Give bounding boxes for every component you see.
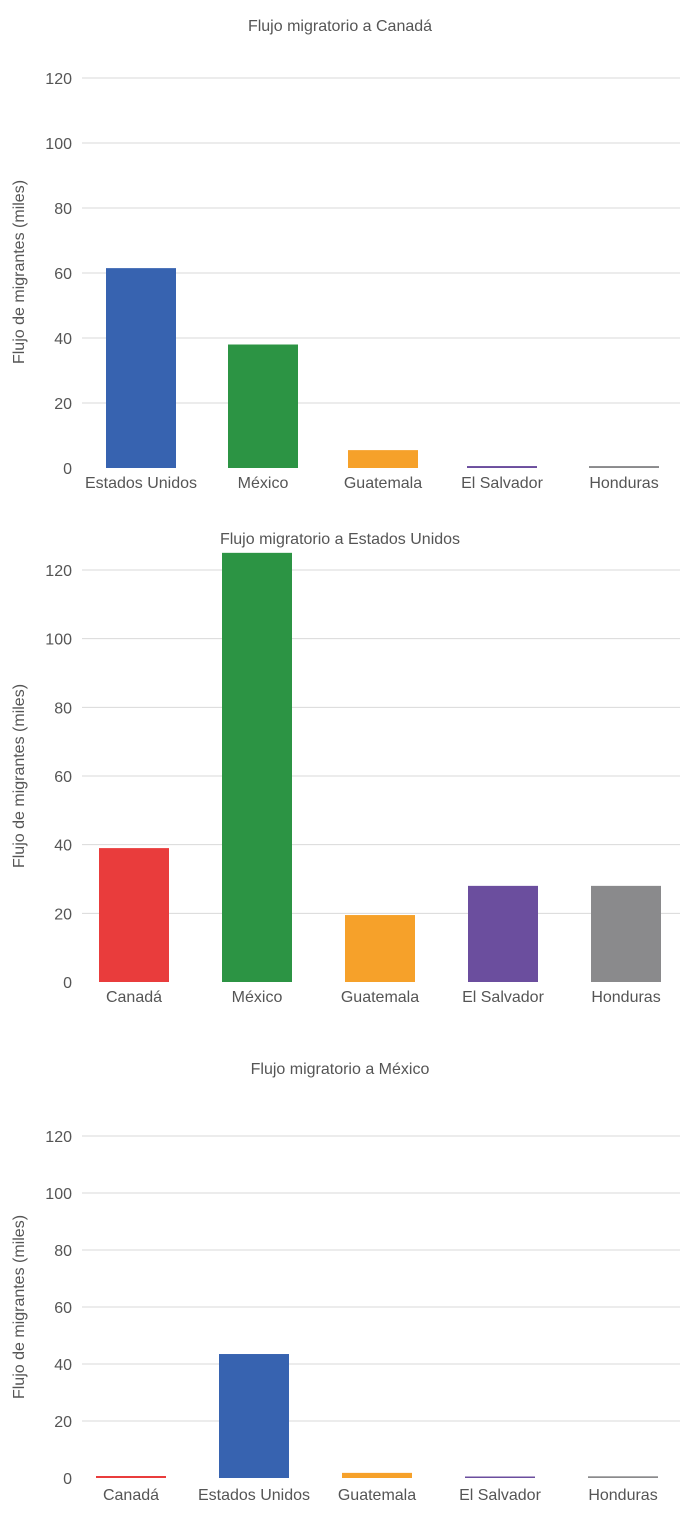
- bar: [468, 885, 538, 982]
- y-tick-label: 120: [45, 71, 72, 88]
- bar: [228, 344, 298, 468]
- chart-estados-unidos-svg: Flujo migratorio a Estados Unidos 0 20 40 60…: [11, 531, 680, 1006]
- y-tick-label: 0: [63, 975, 72, 992]
- y-axis-label: Flujo de migrantes (miles): [11, 1215, 28, 1399]
- y-tick-label: 80: [54, 201, 72, 218]
- x-tick-label: El Salvador: [462, 989, 544, 1006]
- chart-estados-unidos: Flujo migratorio a Estados Unidos 0 20 40 60…: [0, 520, 680, 1020]
- y-tick-label: 80: [54, 1243, 72, 1260]
- x-tick-label: Honduras: [589, 475, 658, 492]
- y-tick-label: 60: [54, 266, 72, 283]
- x-tick-label: Guatemala: [341, 989, 419, 1006]
- y-tick-label: 0: [63, 461, 72, 478]
- x-tick-label: México: [238, 475, 289, 492]
- chart-canada: Flujo migratorio a Canadá 0 20 40 60 80 100 120…: [0, 0, 680, 510]
- bar: [99, 848, 169, 982]
- chart-mexico: Flujo migratorio a México 0 20 40 60 80 100 120…: [0, 1040, 680, 1536]
- chart-mexico-svg: Flujo migratorio a México 0 20 40 60 80 100 120…: [11, 1061, 680, 1504]
- y-tick-label: 0: [63, 1471, 72, 1488]
- bar: [467, 466, 537, 468]
- chart-title: Flujo migratorio a Estados Unidos: [220, 531, 460, 548]
- y-tick-label: 20: [54, 1414, 72, 1431]
- chart-title: Flujo migratorio a Canadá: [248, 18, 432, 35]
- bar: [589, 466, 659, 468]
- x-tick-label: Guatemala: [338, 1487, 416, 1504]
- x-tick-label: Guatemala: [344, 475, 422, 492]
- y-tick-label: 120: [45, 1129, 72, 1146]
- x-tick-label: El Salvador: [459, 1487, 541, 1504]
- bar: [465, 1476, 535, 1478]
- y-tick-label: 100: [45, 136, 72, 153]
- bar: [588, 1476, 658, 1478]
- x-tick-label: Canadá: [106, 989, 162, 1006]
- x-tick-label: El Salvador: [461, 475, 543, 492]
- bar: [348, 450, 418, 468]
- y-tick-label: 120: [45, 563, 72, 580]
- x-tick-label: Estados Unidos: [85, 475, 197, 492]
- y-tick-label: 60: [54, 769, 72, 786]
- x-tick-label: Honduras: [588, 1487, 657, 1504]
- y-tick-label: 40: [54, 838, 72, 855]
- y-tick-label: 40: [54, 1357, 72, 1374]
- y-axis-label: Flujo de migrantes (miles): [11, 180, 28, 364]
- x-tick-label: Estados Unidos: [198, 1487, 310, 1504]
- x-tick-label: México: [232, 989, 283, 1006]
- x-tick-label: Canadá: [103, 1487, 159, 1504]
- bar: [96, 1476, 166, 1478]
- chart-canada-svg: Flujo migratorio a Canadá 0 20 40 60 80 100 120…: [11, 18, 680, 492]
- x-tick-label: Honduras: [591, 989, 660, 1006]
- bar: [345, 915, 415, 982]
- y-tick-label: 80: [54, 700, 72, 717]
- y-tick-label: 100: [45, 1186, 72, 1203]
- y-axis-label: Flujo de migrantes (miles): [11, 684, 28, 868]
- bar: [106, 268, 176, 468]
- y-tick-label: 20: [54, 396, 72, 413]
- y-tick-label: 60: [54, 1300, 72, 1317]
- y-tick-label: 40: [54, 331, 72, 348]
- chart-title: Flujo migratorio a México: [251, 1061, 430, 1078]
- y-tick-label: 20: [54, 906, 72, 923]
- bar: [591, 885, 661, 982]
- bar: [219, 1354, 289, 1478]
- bar: [342, 1472, 412, 1478]
- y-tick-label: 100: [45, 632, 72, 649]
- bar: [222, 552, 292, 982]
